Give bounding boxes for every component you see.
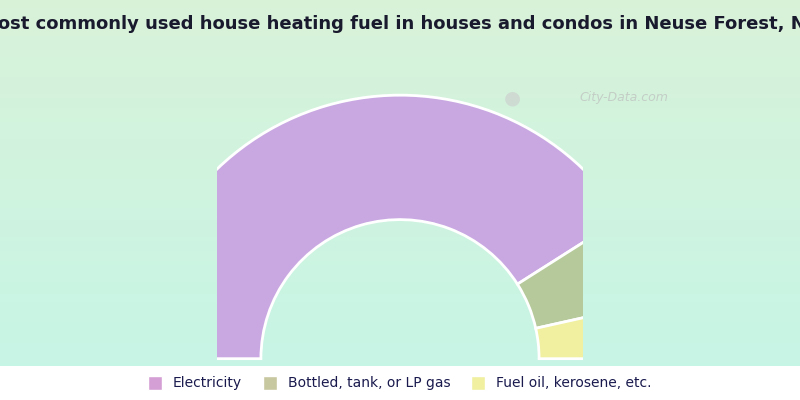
Text: ●: ● — [503, 88, 521, 108]
Wedge shape — [536, 301, 663, 359]
Wedge shape — [137, 95, 622, 359]
Text: Most commonly used house heating fuel in houses and condos in Neuse Forest, NC: Most commonly used house heating fuel in… — [0, 15, 800, 33]
Legend: Electricity, Bottled, tank, or LP gas, Fuel oil, kerosene, etc.: Electricity, Bottled, tank, or LP gas, F… — [144, 372, 656, 394]
Wedge shape — [518, 218, 657, 328]
Text: City-Data.com: City-Data.com — [579, 92, 669, 104]
